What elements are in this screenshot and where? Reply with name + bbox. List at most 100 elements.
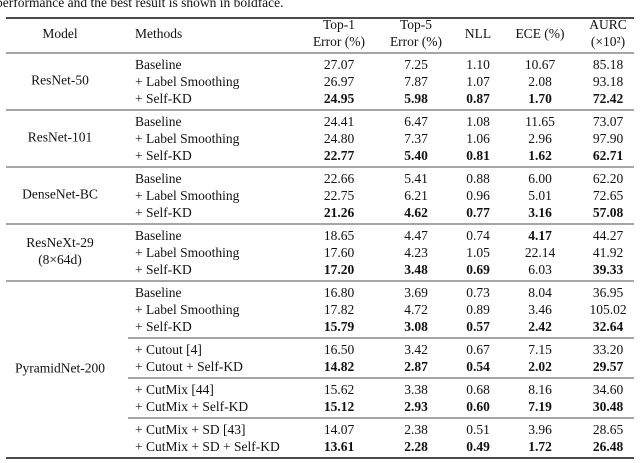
value-cell: 0.77 <box>466 205 490 220</box>
value-cell: 2.02 <box>528 359 552 374</box>
value-cell: 0.81 <box>466 148 490 163</box>
value-cell: 0.60 <box>466 399 490 414</box>
value-cell: 16.80 <box>324 285 355 300</box>
value-cell: 7.15 <box>528 342 552 357</box>
value-cell: 1.05 <box>466 245 490 260</box>
value-cell: 8.04 <box>528 285 552 300</box>
value-cell: 3.16 <box>528 205 552 220</box>
model-cell: ResNet-50 <box>31 73 89 88</box>
method-cell: + Self-KD <box>135 319 192 334</box>
value-cell: 17.60 <box>324 245 355 260</box>
value-cell: 22.14 <box>525 245 556 260</box>
value-cell: 3.69 <box>404 285 428 300</box>
value-cell: 0.87 <box>466 91 490 106</box>
value-cell: 2.96 <box>528 131 552 146</box>
value-cell: 1.07 <box>466 74 490 89</box>
value-cell: 8.16 <box>528 382 552 397</box>
header-cell: (×10²) <box>591 34 625 49</box>
value-cell: 32.64 <box>593 319 624 334</box>
value-cell: 15.79 <box>324 319 355 334</box>
value-cell: 0.51 <box>466 422 490 437</box>
value-cell: 11.65 <box>525 114 555 129</box>
value-cell: 22.77 <box>324 148 355 163</box>
value-cell: 72.65 <box>593 188 624 203</box>
method-cell: + Self-KD <box>135 148 192 163</box>
method-cell: + Self-KD <box>135 205 192 220</box>
header-cell: NLL <box>465 26 491 41</box>
value-cell: 72.42 <box>593 91 624 106</box>
value-cell: 1.10 <box>466 57 490 72</box>
value-cell: 7.19 <box>528 399 552 414</box>
value-cell: 97.90 <box>593 131 624 146</box>
value-cell: 2.28 <box>404 439 428 454</box>
value-cell: 5.98 <box>404 91 428 106</box>
value-cell: 14.07 <box>324 422 355 437</box>
value-cell: 29.57 <box>593 359 624 374</box>
value-cell: 105.02 <box>589 302 626 317</box>
header-cell: Error (%) <box>313 34 365 49</box>
value-cell: 1.06 <box>466 131 490 146</box>
header-cell: Methods <box>135 26 182 41</box>
value-cell: 33.20 <box>593 342 624 357</box>
method-cell: + CutMix [44] <box>135 382 214 397</box>
method-cell: + Label Smoothing <box>135 131 240 146</box>
value-cell: 1.08 <box>466 114 490 129</box>
value-cell: 3.46 <box>528 302 552 317</box>
value-cell: 2.38 <box>404 422 428 437</box>
value-cell: 73.07 <box>593 114 624 129</box>
value-cell: 3.48 <box>404 262 428 277</box>
value-cell: 2.93 <box>404 399 428 414</box>
value-cell: 3.96 <box>528 422 552 437</box>
value-cell: 24.95 <box>324 91 355 106</box>
model-cell: PyramidNet-200 <box>15 361 105 376</box>
value-cell: 28.65 <box>593 422 624 437</box>
value-cell: 0.49 <box>466 439 490 454</box>
value-cell: 62.20 <box>593 171 624 186</box>
header-cell: AURC <box>589 17 627 32</box>
method-cell: Baseline <box>135 228 182 243</box>
method-cell: + CutMix + SD + Self-KD <box>135 439 280 454</box>
value-cell: 0.69 <box>466 262 490 277</box>
value-cell: 62.71 <box>593 148 624 163</box>
method-cell: + Label Smoothing <box>135 302 240 317</box>
value-cell: 22.66 <box>324 171 355 186</box>
value-cell: 3.38 <box>404 382 428 397</box>
value-cell: 44.27 <box>593 228 624 243</box>
method-cell: Baseline <box>135 57 182 72</box>
method-cell: + Cutout + Self-KD <box>135 359 243 374</box>
value-cell: 1.70 <box>528 91 552 106</box>
method-cell: + Label Smoothing <box>135 245 240 260</box>
value-cell: 14.82 <box>324 359 355 374</box>
value-cell: 85.18 <box>593 57 624 72</box>
value-cell: 57.08 <box>593 205 624 220</box>
value-cell: 24.80 <box>324 131 355 146</box>
value-cell: 16.50 <box>324 342 355 357</box>
value-cell: 0.88 <box>466 171 490 186</box>
value-cell: 4.62 <box>404 205 428 220</box>
value-cell: 7.37 <box>404 131 428 146</box>
value-cell: 2.42 <box>528 319 552 334</box>
value-cell: 15.62 <box>324 382 354 397</box>
method-cell: Baseline <box>135 285 182 300</box>
value-cell: 4.72 <box>404 302 428 317</box>
value-cell: 18.65 <box>324 228 355 243</box>
value-cell: 0.73 <box>466 285 490 300</box>
value-cell: 3.42 <box>404 342 428 357</box>
value-cell: 39.33 <box>593 262 624 277</box>
caption: performance and the best result is shown… <box>0 0 284 10</box>
value-cell: 5.40 <box>404 148 428 163</box>
value-cell: 10.67 <box>525 57 556 72</box>
value-cell: 7.25 <box>404 57 428 72</box>
method-cell: + Label Smoothing <box>135 74 240 89</box>
value-cell: 30.48 <box>593 399 624 414</box>
value-cell: 4.47 <box>404 228 428 243</box>
value-cell: 0.57 <box>466 319 490 334</box>
value-cell: 0.67 <box>466 342 490 357</box>
value-cell: 5.41 <box>404 171 428 186</box>
header-cell: Top-5 <box>400 17 432 32</box>
value-cell: 6.03 <box>528 262 552 277</box>
value-cell: 34.60 <box>593 382 624 397</box>
value-cell: 3.08 <box>404 319 428 334</box>
method-cell: Baseline <box>135 171 182 186</box>
value-cell: 6.00 <box>528 171 552 186</box>
